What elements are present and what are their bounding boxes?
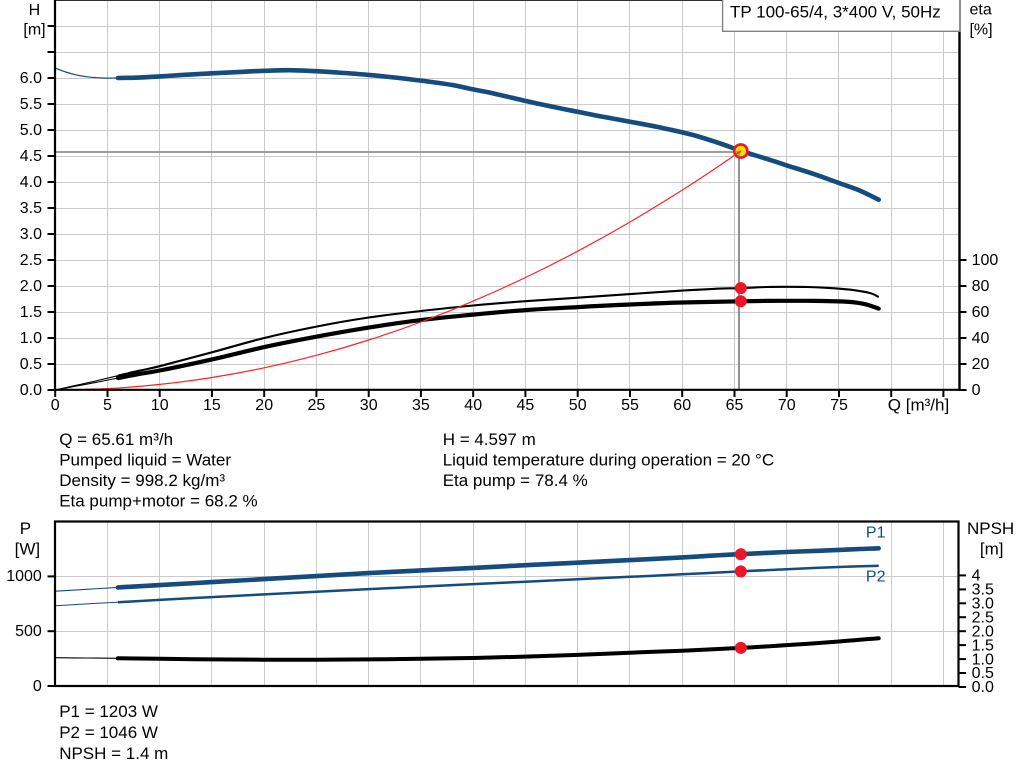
svg-text:P1: P1 [866,524,886,541]
svg-text:3.5: 3.5 [20,200,42,217]
svg-text:1.0: 1.0 [20,330,42,347]
svg-text:50: 50 [569,397,587,414]
svg-text:Eta pump+motor = 68.2 %: Eta pump+motor = 68.2 % [59,491,257,510]
svg-text:P: P [20,519,31,538]
svg-text:15: 15 [203,397,221,414]
svg-text:6.0: 6.0 [20,70,42,87]
svg-text:eta: eta [969,2,991,19]
svg-text:4.5: 4.5 [20,148,42,165]
svg-text:1.0: 1.0 [972,651,994,668]
svg-text:[W]: [W] [15,540,41,559]
svg-text:55: 55 [621,397,639,414]
svg-text:25: 25 [308,397,326,414]
svg-text:0.0: 0.0 [20,382,42,399]
svg-text:3.0: 3.0 [20,226,42,243]
svg-text:0.5: 0.5 [20,356,42,373]
svg-text:40: 40 [464,397,482,414]
svg-text:P2: P2 [866,568,886,585]
svg-text:1000: 1000 [6,568,42,585]
svg-text:80: 80 [972,278,990,295]
svg-text:0: 0 [33,678,42,695]
svg-text:60: 60 [673,397,691,414]
svg-text:3.0: 3.0 [972,596,994,613]
svg-text:2.0: 2.0 [20,278,42,295]
svg-text:2.5: 2.5 [20,252,42,269]
svg-text:60: 60 [972,304,990,321]
svg-text:45: 45 [517,397,535,414]
svg-text:100: 100 [972,252,999,269]
svg-text:Liquid temperature during oper: Liquid temperature during operation = 20… [443,450,774,469]
svg-text:[m]: [m] [23,22,45,39]
svg-text:1.5: 1.5 [20,304,42,321]
svg-text:0.0: 0.0 [972,679,994,696]
svg-text:5.5: 5.5 [20,96,42,113]
svg-text:Pumped liquid = Water: Pumped liquid = Water [59,450,231,469]
svg-text:Eta pump = 78.4 %: Eta pump = 78.4 % [443,471,588,490]
svg-text:NPSH: NPSH [967,519,1014,538]
svg-text:65: 65 [726,397,744,414]
svg-text:2.5: 2.5 [972,610,994,627]
svg-text:Q [m³/h]: Q [m³/h] [888,396,949,415]
svg-text:NPSH = 1.4 m: NPSH = 1.4 m [59,744,168,763]
svg-text:0.5: 0.5 [972,665,994,682]
svg-text:[m]: [m] [980,540,1004,559]
svg-text:TP 100-65/4, 3*400 V, 50Hz: TP 100-65/4, 3*400 V, 50Hz [730,2,941,21]
svg-text:Density = 998.2 kg/m³: Density = 998.2 kg/m³ [59,471,225,490]
svg-text:P1 = 1203 W: P1 = 1203 W [59,702,158,721]
svg-text:30: 30 [360,397,378,414]
svg-text:4.0: 4.0 [20,174,42,191]
svg-text:H: H [29,2,41,19]
svg-text:5: 5 [103,397,112,414]
svg-text:[%]: [%] [969,22,992,39]
svg-text:P2 = 1046 W: P2 = 1046 W [59,723,158,742]
svg-text:0: 0 [51,397,60,414]
svg-text:H = 4.597 m: H = 4.597 m [443,430,536,449]
svg-text:0: 0 [972,382,981,399]
svg-text:1.5: 1.5 [972,637,994,654]
svg-text:70: 70 [778,397,796,414]
svg-text:5.0: 5.0 [20,122,42,139]
svg-text:20: 20 [255,397,273,414]
svg-text:20: 20 [972,356,990,373]
svg-text:500: 500 [15,623,42,640]
svg-text:Q = 65.61 m³/h: Q = 65.61 m³/h [59,430,173,449]
svg-text:3.5: 3.5 [972,582,994,599]
svg-text:4: 4 [972,568,981,585]
svg-text:40: 40 [972,330,990,347]
svg-text:10: 10 [151,397,169,414]
svg-text:75: 75 [830,397,848,414]
svg-text:2.0: 2.0 [972,623,994,640]
svg-text:35: 35 [412,397,430,414]
